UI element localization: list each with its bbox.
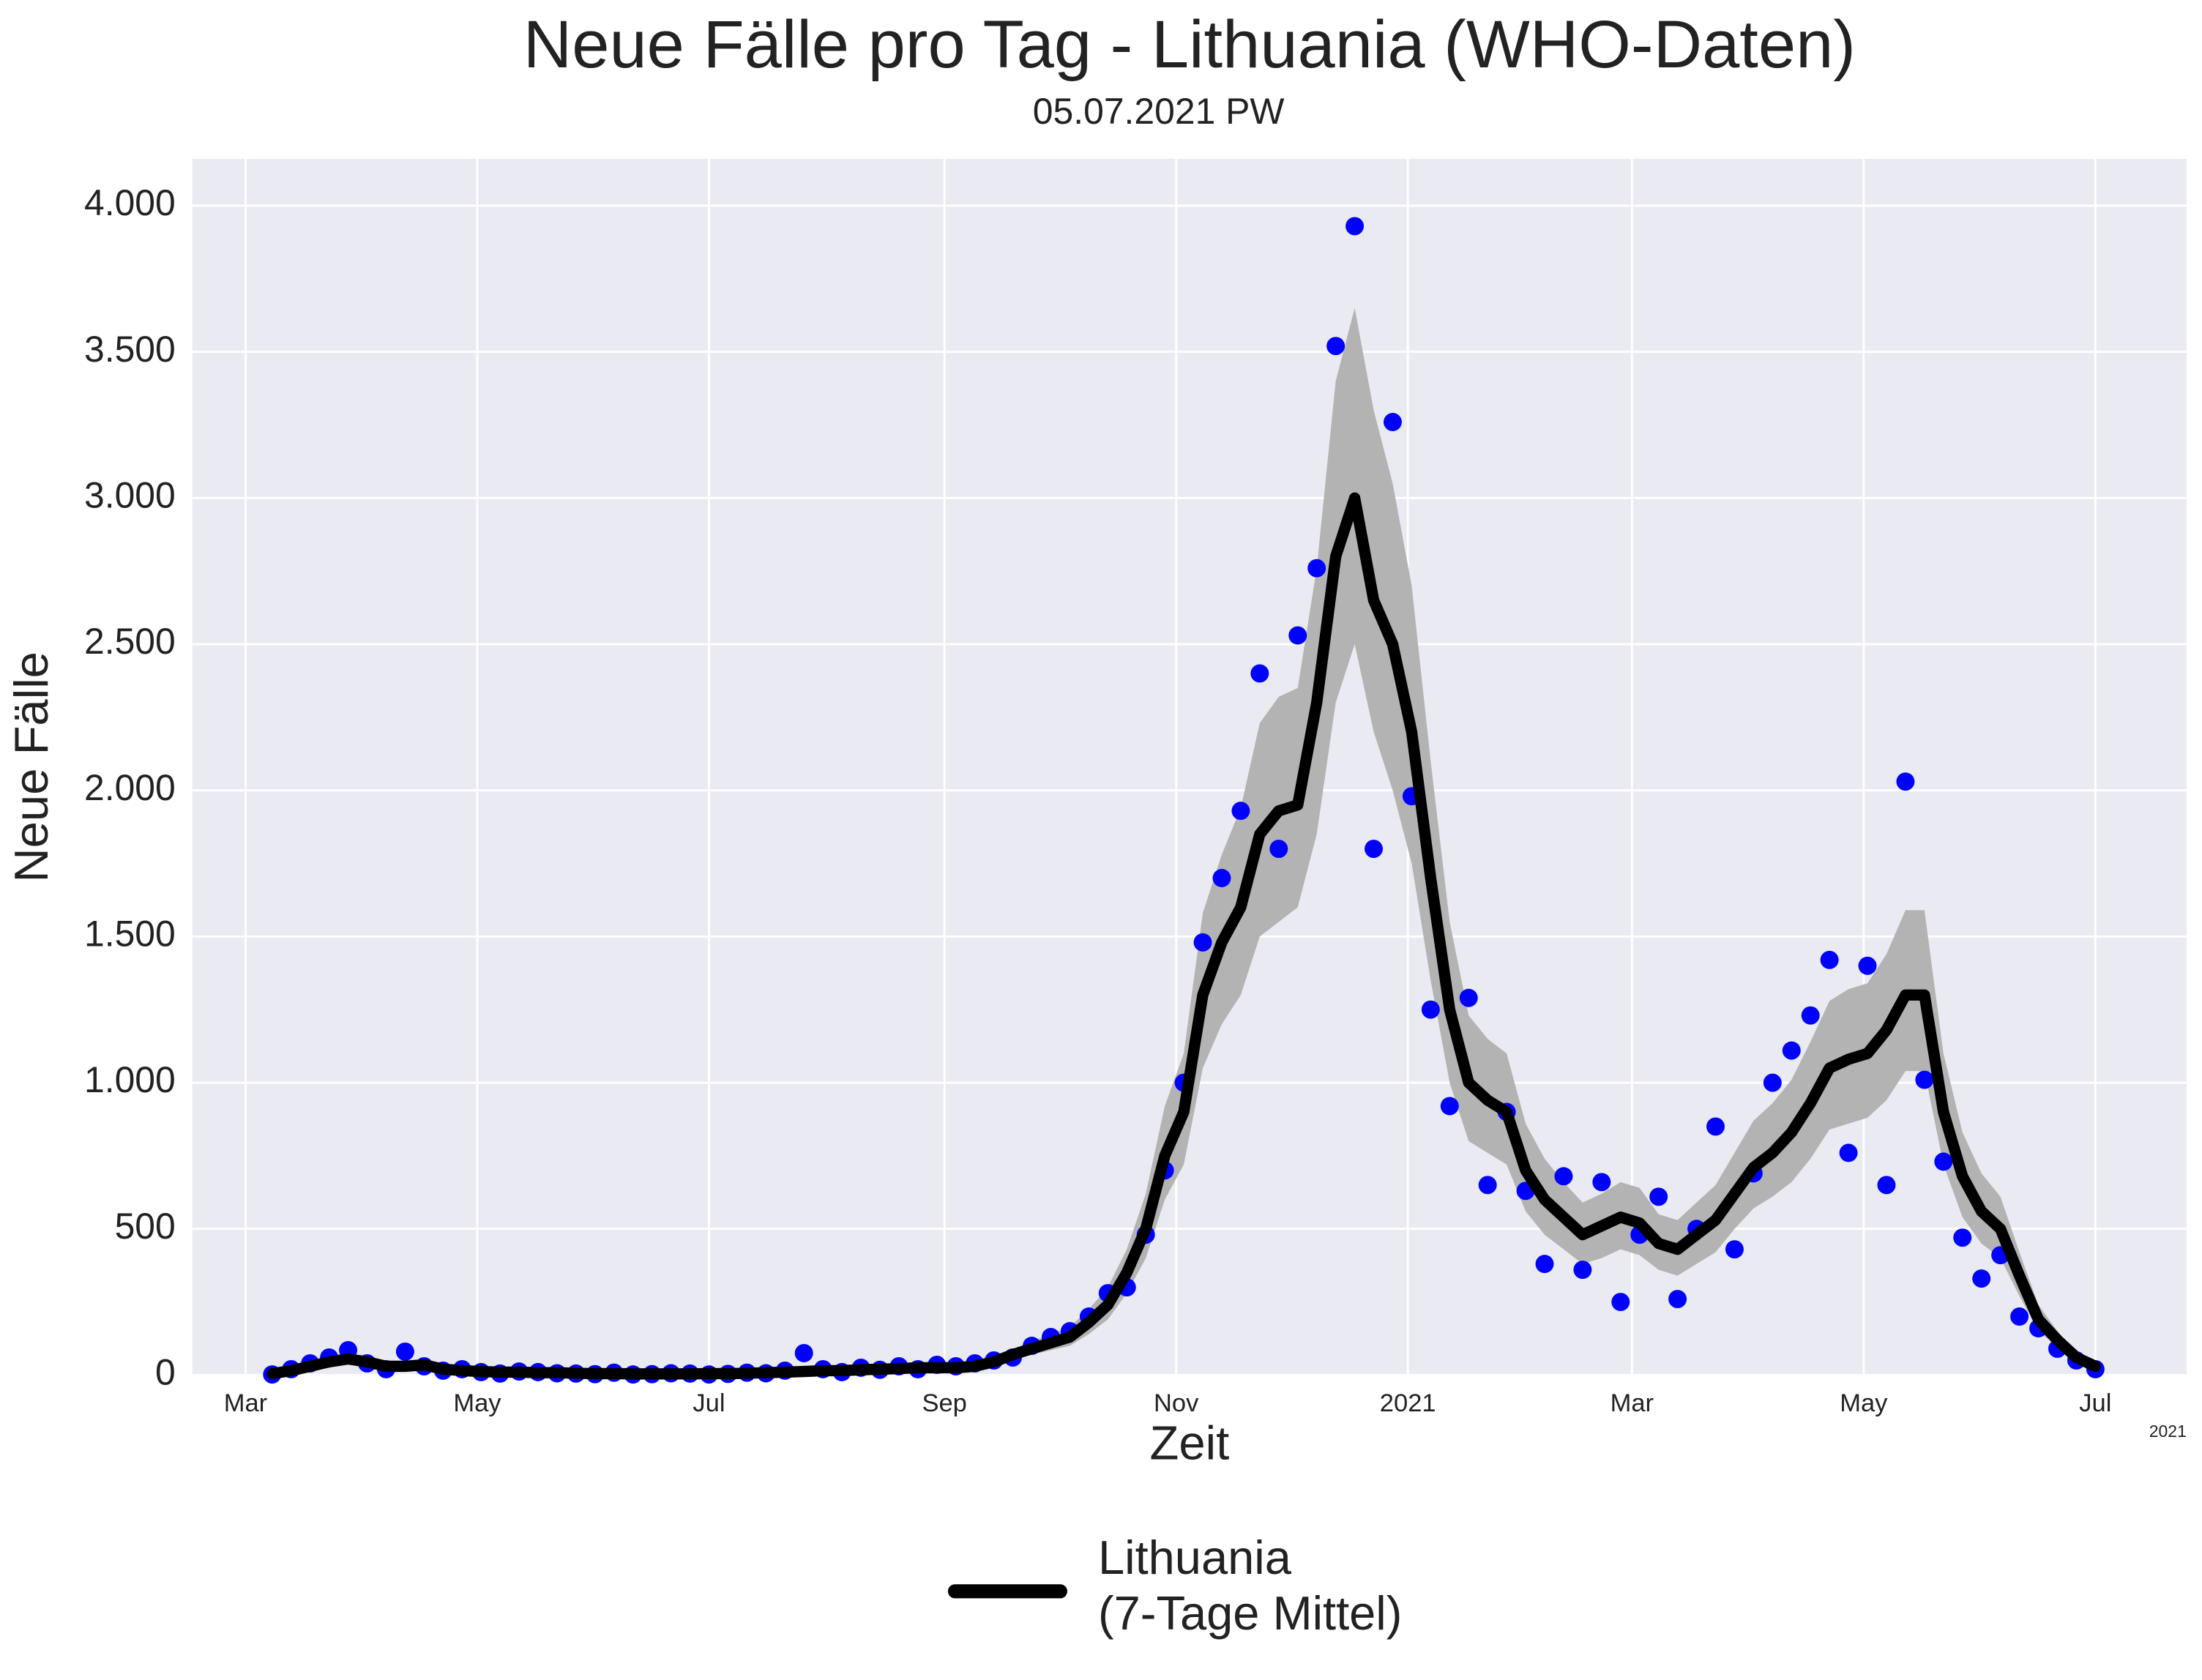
x-tick-label: May <box>1840 1389 1888 1417</box>
daily-point <box>1269 840 1288 859</box>
daily-point <box>1953 1228 1972 1247</box>
daily-point <box>1440 1097 1459 1116</box>
y-axis-label: Neue Fälle <box>4 652 58 882</box>
daily-point <box>1858 956 1877 975</box>
daily-point <box>1725 1240 1744 1259</box>
daily-point <box>1877 1176 1896 1195</box>
daily-point <box>1383 413 1402 431</box>
daily-point <box>1972 1269 1991 1288</box>
daily-point <box>1763 1073 1782 1092</box>
daily-point <box>1934 1152 1953 1171</box>
daily-point <box>1554 1167 1573 1186</box>
x-offset-label: 2021 <box>2149 1422 2187 1441</box>
confidence-band <box>272 307 2096 1375</box>
daily-point <box>2010 1307 2029 1326</box>
y-tick-label: 1.000 <box>84 1059 176 1100</box>
daily-point <box>1250 664 1269 683</box>
daily-point <box>1535 1255 1554 1274</box>
x-tick-label: 2021 <box>1380 1389 1436 1417</box>
daily-point <box>1896 772 1915 791</box>
x-tick-label: Mar <box>224 1389 267 1417</box>
daily-point <box>1611 1293 1630 1312</box>
x-tick-label: Jul <box>693 1389 725 1417</box>
y-tick-label: 4.000 <box>84 182 176 223</box>
daily-point <box>1706 1117 1725 1136</box>
daily-point <box>1421 1000 1440 1019</box>
daily-point <box>1365 840 1383 859</box>
x-tick-label: Sep <box>922 1389 966 1417</box>
x-tick-label: Mar <box>1611 1389 1654 1417</box>
daily-point <box>1212 869 1231 887</box>
daily-point <box>395 1342 414 1361</box>
x-axis-label: Zeit <box>1149 1416 1229 1469</box>
y-tick-label: 3.500 <box>84 329 176 370</box>
y-tick-label: 3.000 <box>84 475 176 516</box>
chart-subtitle: 05.07.2021 PW <box>1033 91 1285 132</box>
legend-label: Lithuania (7-Tage Mittel) <box>1098 1531 1403 1640</box>
daily-point <box>1649 1187 1668 1206</box>
daily-point <box>1326 337 1346 356</box>
x-tick-label: Jul <box>2079 1389 2111 1417</box>
y-tick-label: 500 <box>115 1206 176 1247</box>
daily-point <box>1592 1173 1611 1192</box>
mean-line <box>266 492 2102 1380</box>
y-tick-label: 1.500 <box>84 914 176 955</box>
daily-point <box>1668 1290 1687 1309</box>
daily-point <box>1459 988 1478 1007</box>
daily-point <box>1820 950 1839 969</box>
x-tick-label: May <box>453 1389 501 1417</box>
y-tick-label: 2.000 <box>84 767 176 808</box>
daily-point <box>1915 1070 1934 1089</box>
marks <box>263 217 2105 1384</box>
daily-point <box>1801 1006 1820 1025</box>
daily-point <box>1193 933 1212 952</box>
y-tick-label: 0 <box>155 1352 176 1393</box>
daily-point <box>1839 1143 1858 1162</box>
daily-point <box>1288 626 1307 645</box>
x-tick-label: Nov <box>1154 1389 1199 1417</box>
daily-point <box>1307 559 1326 578</box>
daily-point <box>1346 217 1365 236</box>
daily-point <box>1478 1176 1497 1195</box>
daily-point <box>794 1343 813 1362</box>
daily-point <box>1782 1041 1801 1060</box>
daily-point <box>1231 802 1250 821</box>
y-tick-label: 2.500 <box>84 621 176 662</box>
plot-area <box>192 159 2187 1375</box>
chart-title: Neue Fälle pro Tag - Lithuania (WHO-Date… <box>523 7 1856 82</box>
daily-point <box>1573 1261 1592 1280</box>
